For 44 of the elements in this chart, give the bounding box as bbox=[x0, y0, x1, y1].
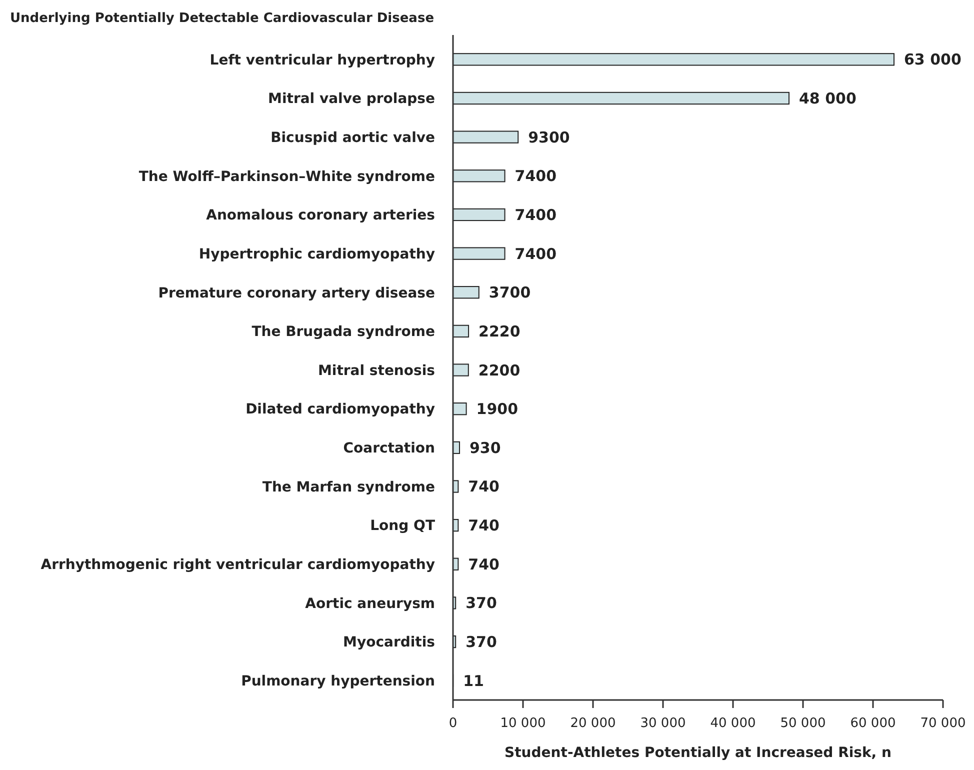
text: Underlying Potentially Detectable Cardiovascular Disease bbox=[10, 11, 434, 26]
data-label: 11 bbox=[463, 672, 484, 690]
x-tick-label: 60 000 bbox=[850, 716, 896, 731]
data-label: 3700 bbox=[488, 284, 531, 302]
data-label: 740 bbox=[468, 478, 500, 496]
x-tick-label: 10 000 bbox=[500, 716, 546, 731]
x-tick-label: 50 000 bbox=[780, 716, 826, 731]
y-tick-label: Hypertrophic cardiomyopathy bbox=[198, 246, 435, 262]
x-tick-label: 70 000 bbox=[920, 716, 966, 731]
x-tick-label: 0 bbox=[448, 716, 458, 731]
x-axis-title: Student-Athletes Potentially at Increased Risk, n bbox=[504, 745, 892, 761]
data-label: 2220 bbox=[478, 322, 520, 340]
data-label: 370 bbox=[466, 594, 497, 612]
data-label: 930 bbox=[470, 438, 501, 457]
x-tick-label: 20 000 bbox=[570, 716, 616, 731]
data-label: 2200 bbox=[478, 361, 520, 380]
data-label: 48 000 bbox=[799, 89, 856, 108]
data-label: 7400 bbox=[514, 206, 557, 224]
y-tick-label: Anomalous coronary arteries bbox=[206, 208, 435, 224]
y-tick-label: Pulmonary hypertension bbox=[241, 673, 435, 690]
y-tick-label: Arrhythmogenic right ventricular cardiomyopathy bbox=[40, 557, 435, 574]
y-tick-label: Coarctation bbox=[343, 440, 435, 457]
data-label: 7400 bbox=[514, 167, 557, 186]
y-tick-label: The Wolff–Parkinson–White syndrome bbox=[138, 168, 435, 185]
y-tick-label: Dilated cardiomyopathy bbox=[246, 402, 435, 418]
y-tick-label: The Marfan syndrome bbox=[262, 479, 435, 496]
y-tick-label: Long QT bbox=[370, 518, 436, 534]
data-label: 63 000 bbox=[904, 50, 962, 69]
data-label: 7400 bbox=[514, 244, 557, 263]
data-label: 740 bbox=[468, 516, 500, 535]
data-label: 740 bbox=[468, 555, 500, 574]
y-tick-label: Aortic aneurysm bbox=[305, 596, 435, 612]
y-tick-label: Mitral stenosis bbox=[318, 362, 435, 379]
y-tick-label: Left ventricular hypertrophy bbox=[210, 52, 435, 68]
x-tick-label: 30 000 bbox=[640, 716, 686, 731]
data-label: 1900 bbox=[476, 400, 518, 418]
data-label: 9300 bbox=[528, 128, 570, 146]
data-label: 370 bbox=[466, 633, 497, 652]
y-tick-label: Mitral valve prolapse bbox=[268, 91, 435, 108]
y-tick-label: Myocarditis bbox=[343, 634, 435, 651]
x-tick-label: 40 000 bbox=[710, 716, 756, 731]
y-tick-label: The Brugada syndrome bbox=[252, 324, 435, 340]
y-tick-label: Bicuspid aortic valve bbox=[270, 130, 435, 146]
y-tick-label: Premature coronary artery disease bbox=[158, 285, 435, 302]
